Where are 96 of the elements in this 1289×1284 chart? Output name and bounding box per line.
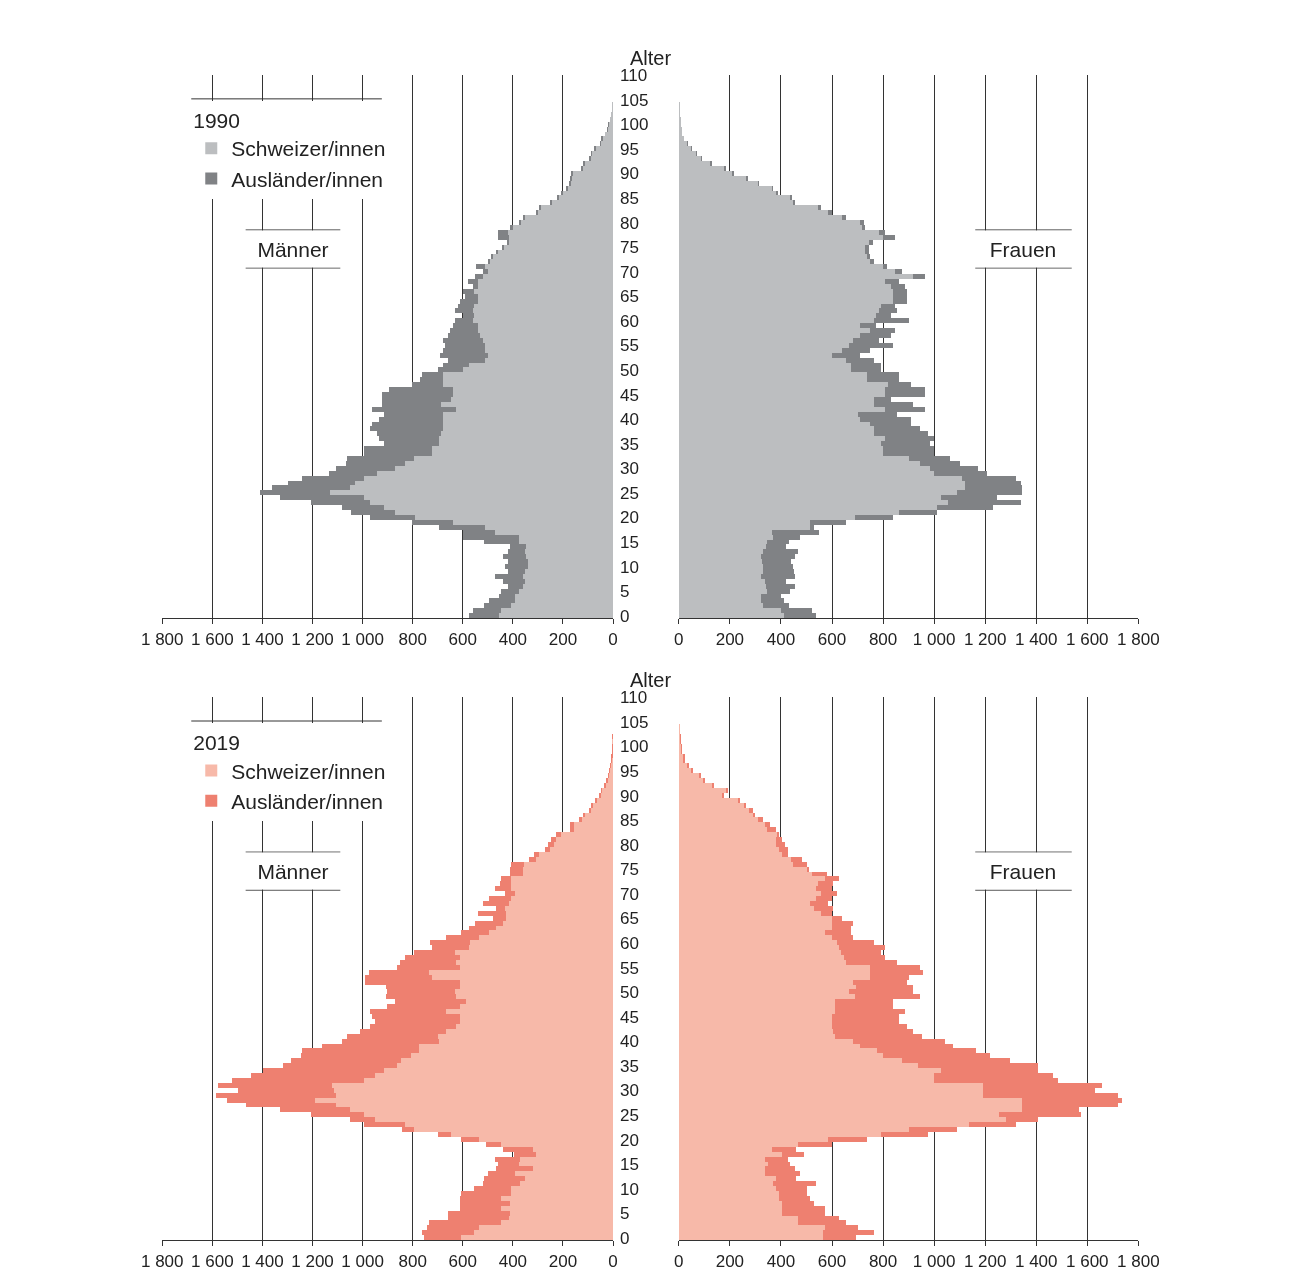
y-tick-label: 75: [620, 238, 639, 258]
y-tick-label: 45: [620, 1007, 639, 1027]
y-tick-label: 30: [620, 459, 639, 479]
y-tick-label: 80: [620, 213, 639, 233]
y-tick-label: 85: [620, 811, 639, 831]
y-tick-label: 95: [620, 761, 639, 781]
x-tick-label: 800: [868, 629, 898, 649]
y-tick-label: 10: [620, 557, 639, 577]
x-tick-label: 1 000: [912, 1251, 956, 1271]
y-axis-title: Alter: [630, 47, 672, 69]
x-tick-label: 600: [817, 629, 847, 649]
x-tick-label: 200: [715, 1251, 745, 1271]
x-tick-label: 1 800: [1117, 629, 1160, 649]
y-tick-label: 75: [620, 860, 639, 880]
x-tick-label: 1 000: [912, 629, 956, 649]
x-tick-label: 1 600: [191, 1251, 234, 1271]
x-tick-label: 400: [766, 1251, 796, 1271]
y-tick-label: 100: [620, 115, 649, 135]
x-tick-label: 1 200: [963, 1251, 1007, 1271]
x-tick-label: 0: [674, 1251, 684, 1271]
y-tick-label: 65: [620, 909, 639, 929]
y-tick-label: 70: [620, 884, 639, 904]
y-tick-label: 55: [620, 958, 639, 978]
y-tick-label: 0: [620, 1228, 630, 1248]
x-tick-label: 200: [548, 629, 578, 649]
y-tick-label: 85: [620, 189, 639, 208]
x-tick-label: 800: [868, 1251, 898, 1271]
x-tick-label: 1 600: [1066, 1251, 1109, 1271]
legend-label: Ausländer/innen: [231, 167, 384, 191]
y-tick-label: 15: [620, 533, 639, 553]
y-tick-label: 90: [620, 164, 639, 184]
y-tick-label: 55: [620, 336, 639, 356]
x-tick-label: 200: [715, 629, 745, 649]
x-tick-label: 1 200: [291, 629, 334, 649]
x-tick-label: 1 400: [241, 1251, 284, 1271]
legend-label: Schweizer/innen: [231, 759, 386, 783]
x-tick-label: 800: [398, 629, 427, 649]
x-tick-label: 600: [817, 1251, 847, 1271]
legend-title: 2019: [193, 731, 240, 755]
y-tick-label: 80: [620, 835, 639, 855]
text: Männer: [257, 859, 329, 883]
x-tick-label: 1 200: [963, 629, 1007, 649]
x-tick-label: 800: [398, 1251, 427, 1271]
x-tick-label: 400: [766, 629, 796, 649]
y-tick-label: 110: [620, 66, 648, 86]
text: Frauen: [989, 237, 1057, 261]
x-tick-label: 400: [498, 1251, 528, 1271]
y-tick-label: 65: [620, 287, 639, 307]
y-tick-label: 50: [620, 361, 639, 381]
y-tick-label: 5: [620, 582, 630, 602]
y-tick-label: 45: [620, 385, 639, 405]
legend-label: Ausländer/innen: [231, 789, 384, 813]
y-tick-label: 50: [620, 983, 639, 1003]
y-tick-label: 60: [620, 311, 639, 331]
x-tick-label: 1 600: [1066, 629, 1109, 649]
y-tick-label: 25: [620, 1106, 639, 1126]
y-tick-label: 105: [620, 712, 649, 732]
legend-title: 1990: [193, 109, 240, 133]
y-tick-label: 40: [620, 410, 639, 430]
x-tick-label: 1 800: [140, 629, 184, 649]
x-tick-label: 1 200: [291, 1251, 334, 1271]
y-tick-label: 0: [620, 606, 630, 626]
x-tick-label: 200: [548, 1251, 578, 1271]
x-tick-label: 1 400: [241, 629, 284, 649]
y-tick-label: 70: [620, 262, 639, 282]
legend-label: Schweizer/innen: [231, 137, 386, 161]
y-axis-title: Alter: [630, 669, 672, 691]
x-tick-label: 400: [498, 629, 528, 649]
x-tick-label: 600: [448, 629, 477, 649]
y-tick-label: 20: [620, 1130, 639, 1150]
y-tick-label: 20: [620, 508, 639, 528]
y-tick-label: 25: [620, 483, 639, 503]
y-tick-label: 15: [620, 1155, 639, 1175]
x-tick-label: 600: [448, 1251, 477, 1271]
y-tick-label: 35: [620, 1056, 639, 1076]
x-tick-label: 1 800: [1117, 1251, 1160, 1271]
text: Männer: [257, 237, 329, 261]
y-tick-label: 40: [620, 1032, 639, 1052]
y-tick-label: 105: [620, 90, 649, 110]
y-tick-label: 100: [620, 737, 649, 757]
y-tick-label: 110: [620, 688, 648, 708]
x-tick-label: 1 000: [341, 629, 384, 649]
text: Frauen: [989, 859, 1057, 883]
x-tick-label: 1 800: [140, 1251, 184, 1271]
y-tick-label: 60: [620, 934, 639, 954]
y-tick-label: 35: [620, 434, 639, 454]
x-tick-label: 1 000: [341, 1251, 384, 1271]
y-tick-label: 95: [620, 139, 639, 159]
y-tick-label: 10: [620, 1179, 639, 1199]
x-tick-label: 0: [674, 629, 684, 649]
y-tick-label: 90: [620, 786, 639, 806]
x-tick-label: 1 400: [1014, 1251, 1058, 1271]
y-tick-label: 30: [620, 1081, 639, 1101]
x-tick-label: 1 400: [1014, 629, 1058, 649]
x-tick-label: 1 600: [191, 629, 234, 649]
y-tick-label: 5: [620, 1204, 630, 1224]
